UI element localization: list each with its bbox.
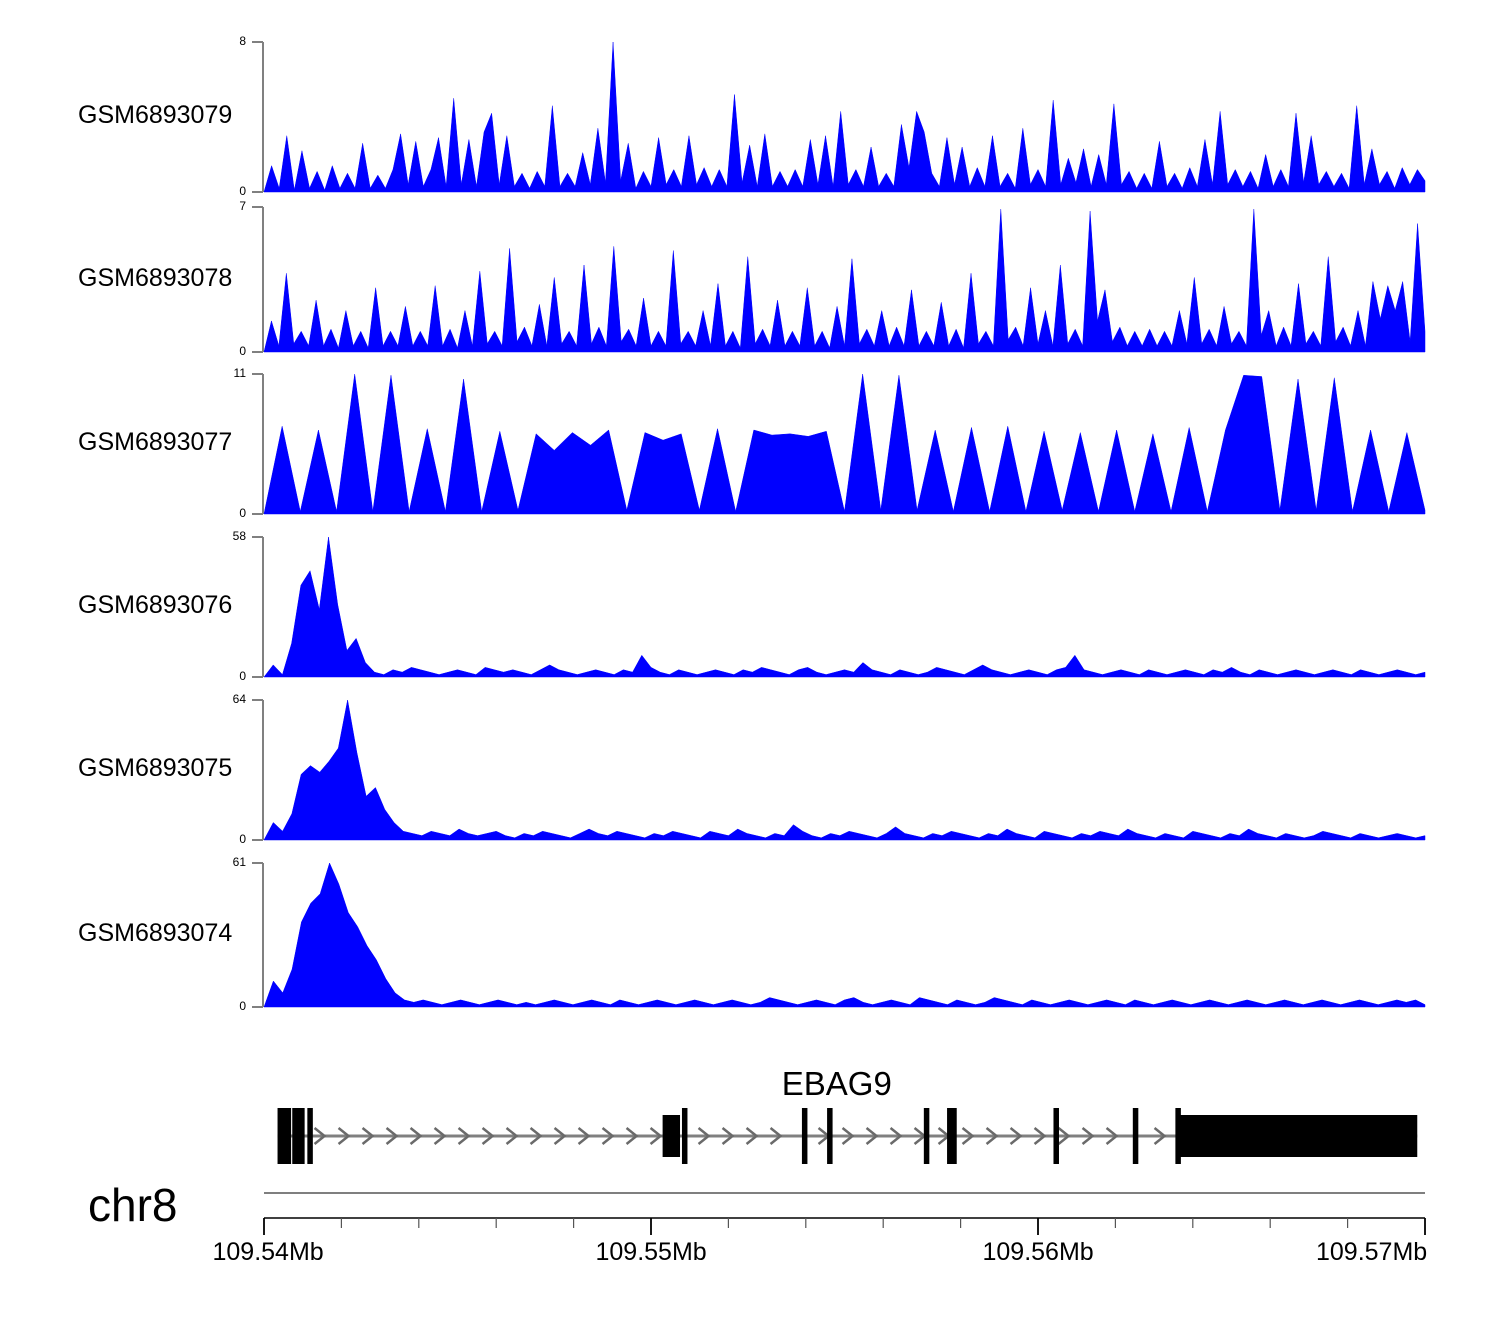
ruler-tick-label: 109.54Mb [212, 1238, 324, 1266]
strand-arrow-icon [313, 1127, 327, 1145]
strand-arrow-icon [721, 1127, 735, 1145]
strand-arrow-icon [529, 1127, 543, 1145]
track-label-GSM6893077: GSM6893077 [78, 428, 233, 456]
strand-arrow-icon [649, 1127, 663, 1145]
coverage-area [263, 41, 1426, 193]
exon-block [947, 1108, 957, 1164]
strand-arrow-icon [625, 1127, 639, 1145]
strand-arrow-icon [337, 1127, 351, 1145]
exon-block [292, 1108, 305, 1164]
y-axis-max-label: 11 [233, 366, 246, 380]
track-label-GSM6893074: GSM6893074 [78, 919, 233, 947]
y-axis-max-label: 8 [239, 34, 246, 48]
chromosome-label: chr8 [88, 1179, 178, 1231]
strand-arrow-icon [865, 1127, 879, 1145]
strand-arrow-icon [1081, 1127, 1095, 1145]
strand-arrow-icon [985, 1127, 999, 1145]
strand-arrow-icon [961, 1127, 975, 1145]
exon-block [1179, 1115, 1418, 1157]
y-axis [252, 41, 264, 193]
strand-arrow-icon [697, 1127, 711, 1145]
strand-arrow-icon [601, 1127, 615, 1145]
exon-block [681, 1108, 688, 1164]
ruler-tick-label: 109.57Mb [1316, 1238, 1428, 1266]
strand-arrow-icon [1105, 1127, 1119, 1145]
y-axis-min-label: 0 [239, 669, 246, 683]
y-axis-min-label: 0 [239, 999, 246, 1013]
exon-block [801, 1108, 808, 1164]
strand-arrow-icon [841, 1127, 855, 1145]
coverage-area [263, 209, 1426, 353]
strand-arrow-icon [409, 1127, 423, 1145]
y-axis-min-label: 0 [239, 184, 246, 198]
y-axis [252, 862, 264, 1008]
y-axis [252, 206, 264, 353]
ruler-tick-label: 109.55Mb [595, 1238, 707, 1266]
ruler-tick-label: 109.56Mb [982, 1238, 1094, 1266]
coverage-track-GSM6893075 [252, 699, 1426, 841]
coverage-area [263, 536, 1426, 678]
exon-block [1175, 1108, 1181, 1164]
y-axis [252, 373, 264, 515]
strand-arrow-icon [1009, 1127, 1023, 1145]
y-axis-min-label: 0 [239, 344, 246, 358]
coverage-track-GSM6893079 [252, 41, 1426, 193]
coverage-area [263, 699, 1426, 841]
y-axis [252, 536, 264, 678]
strand-arrow-icon [769, 1127, 783, 1145]
coverage-track-GSM6893076 [252, 536, 1426, 678]
strand-arrow-icon [481, 1127, 495, 1145]
coverage-track-GSM6893078 [252, 206, 1426, 353]
y-axis [252, 699, 264, 841]
exon-block [1132, 1108, 1139, 1164]
coordinate-ruler [263, 1192, 1426, 1235]
strand-arrow-icon [745, 1127, 759, 1145]
gene-name-label: EBAG9 [781, 1065, 892, 1102]
y-axis-max-label: 7 [239, 199, 246, 213]
track-label-GSM6893078: GSM6893078 [78, 263, 233, 292]
strand-arrow-icon [1057, 1127, 1071, 1145]
coverage-area [263, 862, 1426, 1008]
y-axis-max-label: 58 [232, 529, 246, 543]
strand-arrow-icon [457, 1127, 471, 1145]
exon-block [662, 1115, 681, 1157]
strand-arrow-icon [1033, 1127, 1047, 1145]
track-label-GSM6893076: GSM6893076 [78, 591, 233, 619]
strand-arrow-icon [385, 1127, 399, 1145]
y-axis-max-label: 64 [232, 692, 246, 706]
strand-arrow-icon [1153, 1127, 1167, 1145]
coverage-track-GSM6893074 [252, 862, 1426, 1008]
strand-arrow-icon [505, 1127, 519, 1145]
gene-model-track [277, 1108, 1418, 1164]
exon-block [277, 1108, 292, 1164]
y-axis-min-label: 0 [239, 832, 246, 846]
exon-block [1053, 1108, 1059, 1164]
track-label-GSM6893075: GSM6893075 [78, 754, 233, 782]
exon-block [827, 1108, 833, 1164]
strand-arrow-icon [433, 1127, 447, 1145]
exon-block [923, 1108, 930, 1164]
y-axis-max-label: 61 [232, 855, 246, 869]
coverage-area [263, 373, 1426, 515]
track-label-GSM6893079: GSM6893079 [78, 101, 233, 129]
y-axis-min-label: 0 [239, 506, 246, 520]
strand-arrow-icon [577, 1127, 591, 1145]
exon-block [307, 1108, 313, 1164]
strand-arrow-icon [361, 1127, 375, 1145]
coverage-track-GSM6893077 [252, 373, 1426, 515]
strand-arrow-icon [889, 1127, 903, 1145]
strand-arrow-icon [553, 1127, 567, 1145]
